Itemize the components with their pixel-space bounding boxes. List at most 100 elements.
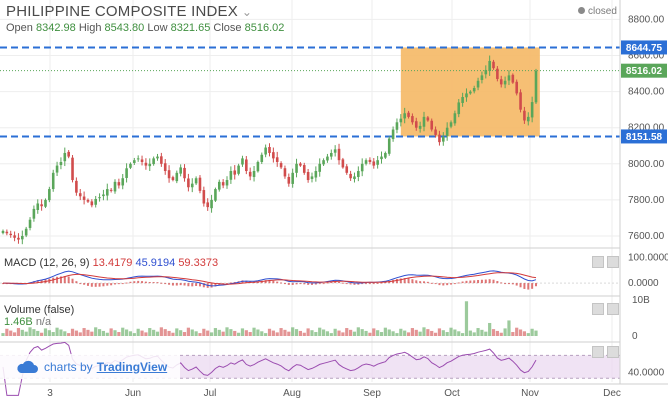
- time-tick-label: Aug: [283, 388, 301, 399]
- macd-histogram-bar: [326, 282, 329, 284]
- candle: [55, 165, 59, 173]
- volume-bar: [206, 330, 210, 336]
- candle: [426, 117, 430, 121]
- macd-histogram-bar: [322, 283, 325, 285]
- macd-histogram-bar: [229, 282, 232, 284]
- macd-histogram-bar: [83, 283, 86, 285]
- pane-maximize-button[interactable]: [607, 346, 619, 358]
- macd-histogram-bar: [477, 280, 480, 284]
- candle: [44, 199, 47, 207]
- macd-histogram-bar: [121, 283, 124, 285]
- volume-bar: [457, 331, 461, 336]
- volume-bar: [321, 329, 326, 336]
- candle: [283, 168, 287, 177]
- macd-histogram-bar: [527, 283, 530, 290]
- status-dot-icon: [578, 7, 585, 14]
- volume-bar: [461, 333, 465, 336]
- macd-histogram-bar: [148, 282, 151, 284]
- macd-histogram-bar: [353, 283, 356, 285]
- macd-histogram-bar: [426, 281, 429, 284]
- candle: [333, 149, 337, 153]
- volume-bar: [240, 328, 245, 336]
- volume-bar: [194, 331, 198, 336]
- volume-bar: [252, 327, 256, 336]
- macd-histogram-bar: [210, 283, 213, 288]
- volume-bar: [82, 328, 86, 336]
- candle: [78, 193, 82, 197]
- close-value: 8516.02: [244, 22, 285, 34]
- macd-histogram-bar: [535, 283, 537, 287]
- candle: [36, 203, 40, 210]
- macd-axis-label: 100.0000: [628, 253, 668, 264]
- macd-histogram-bar: [226, 283, 229, 285]
- volume-bar: [445, 332, 449, 336]
- open-label: Open: [6, 22, 33, 34]
- candle: [523, 110, 526, 121]
- macd-legend[interactable]: MACD (12, 26, 9) 13.4179 45.9194 59.3373: [4, 257, 218, 269]
- volume-bar: [74, 330, 78, 336]
- candle: [163, 163, 167, 172]
- candle: [136, 158, 140, 160]
- candle: [98, 197, 101, 199]
- volume-bar: [163, 329, 167, 336]
- time-tick-label: Jul: [204, 388, 217, 399]
- candle: [113, 181, 117, 192]
- symbol-name[interactable]: PHILIPPINE COMPOSITE INDEX: [6, 3, 238, 20]
- volume-bar: [453, 329, 457, 336]
- candle: [403, 113, 406, 119]
- price-tick-label: 7600.00: [628, 231, 665, 242]
- macd-histogram-bar: [504, 283, 507, 285]
- candle: [268, 147, 271, 153]
- candle: [372, 161, 376, 166]
- macd-histogram-bar: [531, 283, 534, 289]
- pane-collapse-button[interactable]: [592, 256, 604, 268]
- macd-histogram-bar: [94, 283, 97, 287]
- volume-bar: [310, 330, 314, 336]
- volume-bar: [476, 328, 480, 336]
- candle: [109, 189, 113, 191]
- candle: [337, 148, 341, 161]
- candle: [519, 92, 522, 110]
- macd-histogram-bar: [368, 283, 371, 285]
- candle: [102, 194, 105, 197]
- macd-histogram-bar: [469, 280, 472, 284]
- volume-bar: [414, 329, 418, 336]
- macd-histogram-bar: [287, 283, 290, 285]
- candle: [387, 138, 391, 154]
- volume-bar: [518, 329, 523, 336]
- macd-histogram-bar: [411, 279, 414, 284]
- volume-legend[interactable]: Volume (false): [4, 304, 74, 316]
- time-tick-label: Oct: [444, 388, 460, 399]
- pane-maximize-button[interactable]: [607, 303, 619, 315]
- candle: [461, 97, 464, 103]
- pane-collapse-button[interactable]: [592, 303, 604, 315]
- candle: [279, 163, 283, 168]
- candle: [125, 168, 128, 178]
- volume-bar: [491, 329, 496, 336]
- pane-maximize-button[interactable]: [607, 256, 619, 268]
- macd-histogram-bar: [272, 280, 275, 284]
- macd-histogram-bar: [434, 283, 437, 285]
- branding-name: TradingView: [96, 359, 168, 374]
- volume-bar: [271, 330, 275, 336]
- volume-bar: [291, 327, 295, 336]
- pane-collapse-button[interactable]: [592, 346, 604, 358]
- candle: [214, 189, 217, 201]
- volume-bar: [32, 329, 36, 336]
- volume-bar: [190, 329, 194, 336]
- macd-histogram-bar: [67, 276, 70, 284]
- volume-bar: [345, 328, 349, 336]
- volume-bar: [298, 330, 302, 336]
- candle: [472, 88, 476, 92]
- macd-histogram-bar: [438, 283, 441, 286]
- macd-histogram-bar: [168, 283, 171, 285]
- candle: [90, 201, 94, 206]
- chevron-down-icon[interactable]: ⌄: [241, 5, 253, 19]
- candle: [496, 68, 499, 79]
- candle: [17, 237, 20, 240]
- macd-histogram-bar: [496, 281, 499, 284]
- candle: [63, 152, 67, 162]
- tradingview-branding[interactable]: charts by TradingView: [0, 354, 180, 379]
- volume-bar: [403, 330, 407, 336]
- macd-histogram-bar: [233, 281, 236, 284]
